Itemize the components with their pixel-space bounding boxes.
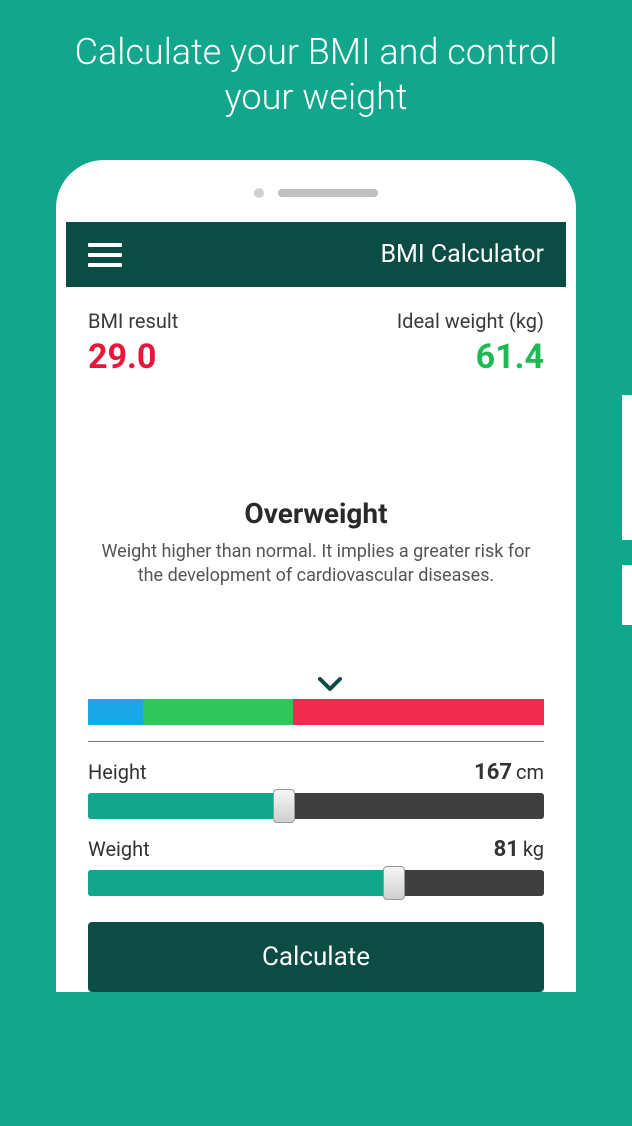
height-value: 167cm <box>474 760 544 785</box>
calculate-button[interactable]: Calculate <box>88 922 544 992</box>
divider <box>88 741 544 742</box>
weight-label: Weight <box>88 837 150 861</box>
weight-unit: kg <box>523 837 544 861</box>
height-slider-fill <box>88 793 284 819</box>
result-row: BMI result 29.0 Ideal weight (kg) 61.4 <box>88 309 544 377</box>
weight-slider[interactable] <box>88 870 544 896</box>
weight-slider-fill <box>88 870 394 896</box>
height-value-number: 167 <box>474 760 512 785</box>
weight-value-number: 81 <box>494 837 519 862</box>
height-slider-block: Height 167cm <box>88 760 544 819</box>
app-header: BMI Calculator <box>66 222 566 287</box>
ideal-weight-value: 61.4 <box>397 337 544 377</box>
bmi-result-value: 29.0 <box>88 337 178 377</box>
height-slider[interactable] <box>88 793 544 819</box>
bmi-result-column: BMI result 29.0 <box>88 309 178 377</box>
status-block: Overweight Weight higher than normal. It… <box>88 497 544 589</box>
weight-slider-block: Weight 81kg <box>88 837 544 896</box>
phone-camera-dot <box>254 188 264 198</box>
gauge-track <box>88 699 544 725</box>
phone-screen: BMI Calculator BMI result 29.0 Ideal wei… <box>66 222 566 992</box>
bmi-result-label: BMI result <box>88 309 178 333</box>
gauge-pointer-icon <box>318 677 342 693</box>
app-title: BMI Calculator <box>380 240 544 269</box>
status-title: Overweight <box>94 497 538 530</box>
phone-frame: BMI Calculator BMI result 29.0 Ideal wei… <box>56 160 576 992</box>
promo-title: Calculate your BMI and control your weig… <box>0 0 632 140</box>
weight-value: 81kg <box>494 837 544 862</box>
gauge-segment <box>88 699 143 725</box>
phone-speaker-slot <box>278 189 378 197</box>
gauge-segment <box>143 699 293 725</box>
content-area: BMI result 29.0 Ideal weight (kg) 61.4 O… <box>66 287 566 992</box>
ideal-weight-label: Ideal weight (kg) <box>397 309 544 333</box>
edge-tab <box>622 395 632 540</box>
menu-icon[interactable] <box>88 243 122 267</box>
height-unit: cm <box>516 760 544 784</box>
height-label: Height <box>88 760 147 784</box>
bmi-gauge <box>88 699 544 725</box>
weight-slider-thumb[interactable] <box>383 866 405 900</box>
phone-speaker-region <box>56 188 576 198</box>
height-slider-thumb[interactable] <box>273 789 295 823</box>
status-description: Weight higher than normal. It implies a … <box>94 540 538 589</box>
edge-tab <box>622 565 632 625</box>
gauge-segment <box>293 699 544 725</box>
ideal-weight-column: Ideal weight (kg) 61.4 <box>397 309 544 377</box>
